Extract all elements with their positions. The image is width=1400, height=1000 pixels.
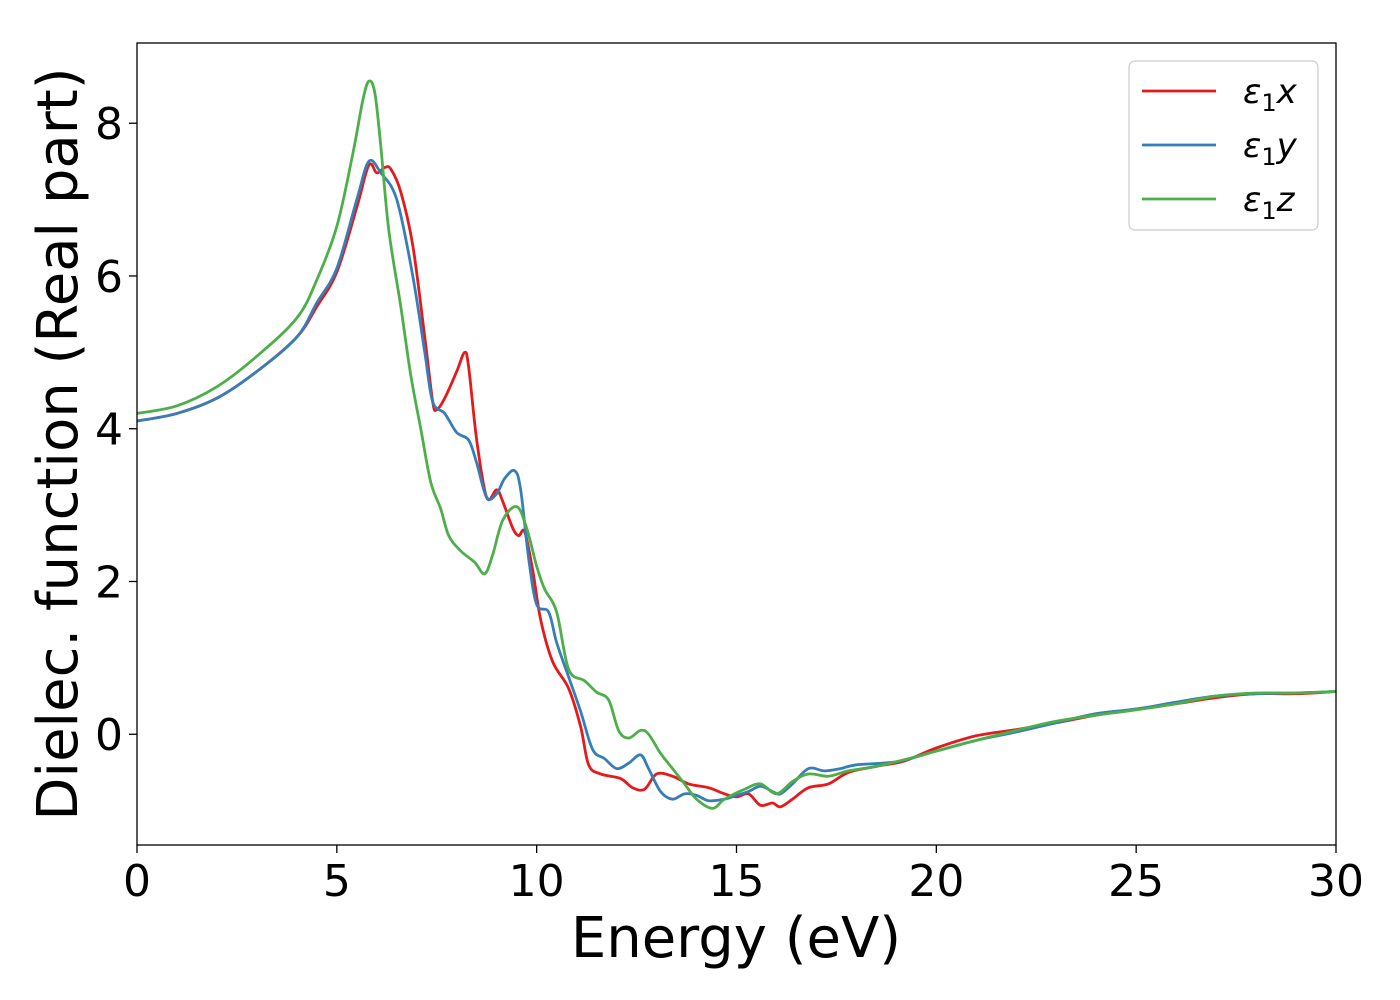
x-axis-label: Energy (eV) [571,906,901,971]
x-tick-label: 0 [123,856,151,907]
legend-label-z: ε1z [1243,180,1296,225]
series-layer [137,79,1336,810]
legend-label-x: ε1x [1243,72,1298,117]
y-tick-label: 4 [95,405,123,456]
y-tick-label: 2 [95,557,123,608]
y-tick-label: 0 [95,710,123,761]
series-line-z [137,79,1336,810]
x-tick-label: 30 [1308,856,1364,907]
x-axis: 0 5 10 15 20 25 30 [123,845,1364,907]
x-tick-label: 15 [709,856,765,907]
x-tick-label: 20 [908,856,964,907]
legend-box [1128,60,1319,231]
x-tick-label: 10 [509,856,565,907]
x-tick-label: 25 [1108,856,1164,907]
y-axis: 0 2 4 6 8 [95,99,137,761]
legend-label-y: ε1y [1243,126,1298,171]
y-tick-label: 6 [95,252,123,303]
x-tick-label: 5 [323,856,351,907]
y-axis-label: Dielec. function (Real part) [26,67,91,820]
legend: ε1x ε1y ε1z [1128,60,1319,231]
y-tick-label: 8 [95,99,123,150]
